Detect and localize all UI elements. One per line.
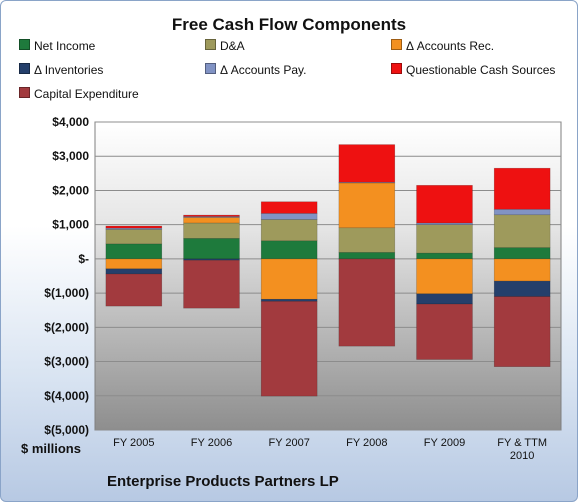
legend-label: D&A xyxy=(220,39,245,53)
y-tick-label: $(2,000) xyxy=(44,320,89,334)
bar-segment xyxy=(105,225,163,229)
bar-segment xyxy=(493,214,551,248)
bar-segment xyxy=(338,144,396,183)
bar-segment xyxy=(260,219,318,242)
bar-segment xyxy=(416,224,473,254)
legend-item: D&A xyxy=(205,39,245,53)
bar-segment xyxy=(416,252,473,260)
bar-segment xyxy=(260,240,318,260)
bar-segment xyxy=(493,296,551,367)
bar-segment xyxy=(416,303,473,360)
bar-segment xyxy=(105,258,163,270)
legend-swatch xyxy=(205,39,216,50)
bar-segment xyxy=(493,258,551,282)
legend-swatch xyxy=(391,63,402,74)
x-tick-label: FY & TTM 2010 xyxy=(497,437,547,462)
bar-segment xyxy=(493,247,551,260)
bar-segment xyxy=(260,213,318,220)
legend-label: Δ Accounts Pay. xyxy=(220,63,307,77)
bar-segment xyxy=(260,298,318,302)
bar-segment xyxy=(105,268,163,275)
legend-item: Δ Accounts Pay. xyxy=(205,63,307,77)
bar-segment xyxy=(183,214,240,217)
y-tick-label: $3,000 xyxy=(52,149,89,163)
legend: Net Income D&A Δ Accounts Rec. Δ Inventorie… xyxy=(19,37,577,109)
bar-segment xyxy=(105,273,163,307)
bar-segment xyxy=(416,293,473,305)
bar-segment xyxy=(338,182,396,229)
y-tick-label: $(1,000) xyxy=(44,286,89,300)
bar-segment xyxy=(260,301,318,397)
y-tick-label: $(3,000) xyxy=(44,355,89,369)
y-tick-label: $1,000 xyxy=(52,218,89,232)
x-tick-label: FY 2005 xyxy=(113,437,154,449)
legend-label: Δ Accounts Rec. xyxy=(406,39,495,53)
plot-background xyxy=(94,121,562,431)
legend-swatch xyxy=(19,63,30,74)
legend-item: Net Income xyxy=(19,39,95,53)
bar-segment xyxy=(493,280,551,297)
bar-segment xyxy=(416,258,473,295)
bar-segment xyxy=(105,229,163,245)
bar-segment xyxy=(416,185,473,224)
legend-item: Questionable Cash Sources xyxy=(391,63,555,77)
bar-segment xyxy=(183,222,240,239)
bar-segment xyxy=(493,167,551,210)
bar-segment xyxy=(260,201,318,214)
y-tick-label: $4,000 xyxy=(52,115,89,129)
y-tick-label: $(4,000) xyxy=(44,389,89,403)
chart-title: Free Cash Flow Components xyxy=(171,15,407,34)
legend-swatch xyxy=(19,87,30,98)
legend-item: Δ Accounts Rec. xyxy=(391,39,494,53)
legend-swatch xyxy=(19,39,30,50)
bar-segment xyxy=(183,238,240,260)
bar-segment xyxy=(183,259,240,309)
bar-segment xyxy=(105,243,163,260)
x-tick-label: FY 2009 xyxy=(424,437,465,449)
legend-item: Δ Inventories xyxy=(19,63,103,77)
x-axis-title: Enterprise Products Partners LP xyxy=(107,473,339,490)
legend-label: Net Income xyxy=(34,39,96,53)
x-tick-label: FY 2008 xyxy=(346,437,387,449)
y-tick-label: $- xyxy=(78,252,89,266)
bar-segment xyxy=(338,258,396,347)
x-tick-label: FY 2007 xyxy=(268,437,309,449)
y-tick-label: $(5,000) xyxy=(44,423,89,437)
bar-segment xyxy=(338,252,396,260)
bar-segment xyxy=(183,217,240,224)
x-tick-label: FY 2006 xyxy=(191,437,232,449)
legend-swatch xyxy=(391,39,402,50)
bar-segment xyxy=(338,227,396,253)
y-tick-label: $2,000 xyxy=(52,183,89,197)
y-axis-units-label: $ millions xyxy=(21,441,81,456)
legend-swatch xyxy=(205,63,216,74)
legend-label: Capital Expenditure xyxy=(34,87,139,101)
legend-label: Δ Inventories xyxy=(34,63,104,77)
bar-segment xyxy=(260,258,318,300)
legend-item: Capital Expenditure xyxy=(19,87,139,101)
bar-segment xyxy=(493,208,551,216)
legend-label: Questionable Cash Sources xyxy=(406,63,556,77)
